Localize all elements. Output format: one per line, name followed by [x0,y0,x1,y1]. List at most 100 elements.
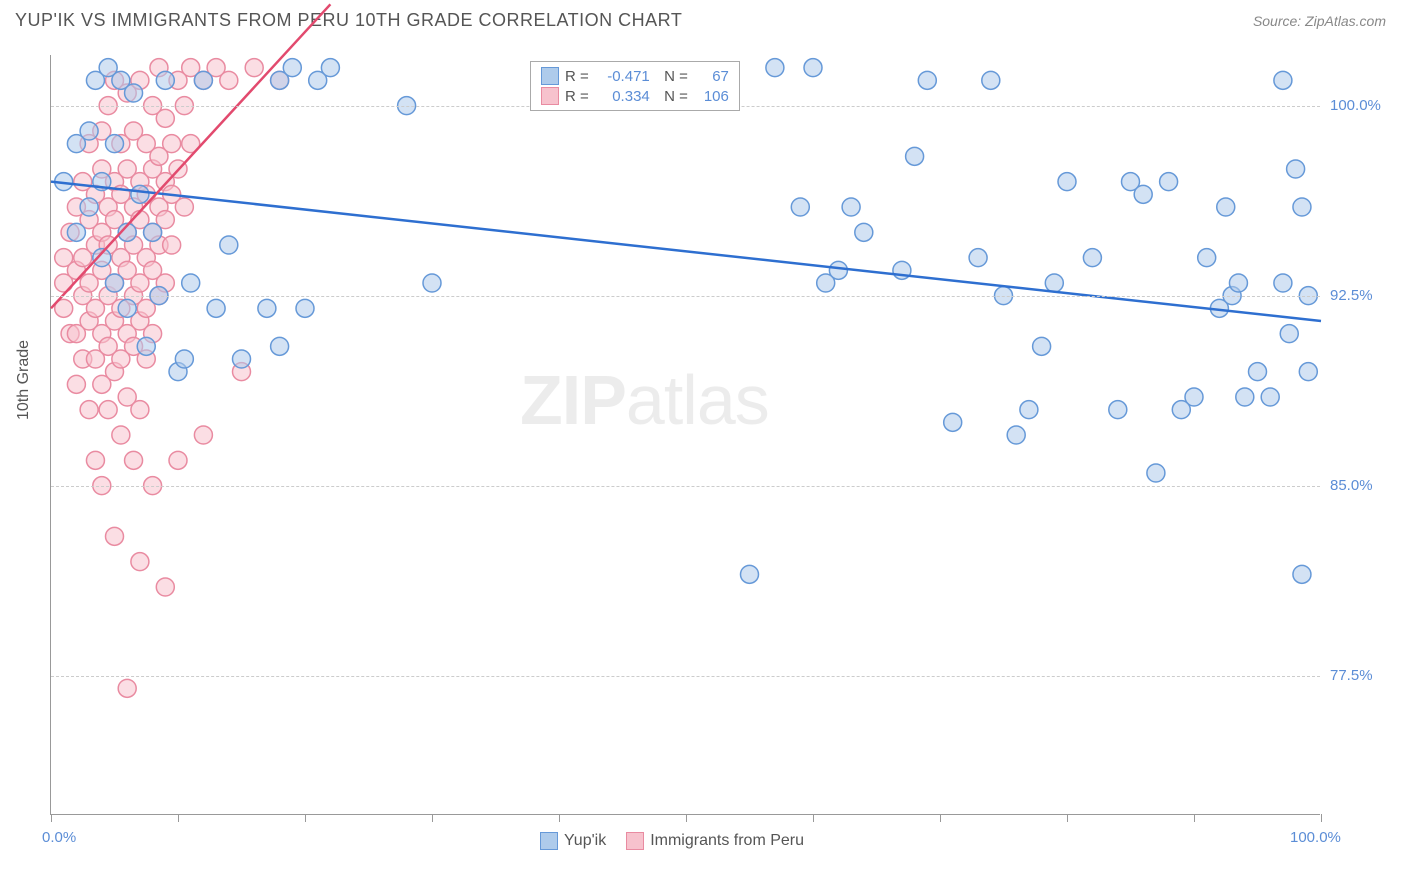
legend-series-label: Immigrants from Peru [650,832,804,850]
x-tick [1321,814,1322,822]
legend-n-label: N = [656,88,688,105]
x-tick-label: 100.0% [1290,829,1341,846]
y-axis-label: 10th Grade [15,340,33,420]
scatter-point [1185,388,1203,406]
y-tick-label: 100.0% [1330,97,1381,114]
scatter-point [982,71,1000,89]
legend-r-label: R = [565,68,589,85]
scatter-point [1280,325,1298,343]
x-tick-label: 0.0% [42,829,76,846]
legend-r-value: 0.334 [595,88,650,105]
scatter-point [1274,71,1292,89]
scatter-point [1261,388,1279,406]
scatter-point [741,565,759,583]
scatter-point [842,198,860,216]
scatter-point [163,236,181,254]
scatter-point [86,451,104,469]
chart-header: YUP'IK VS IMMIGRANTS FROM PERU 10TH GRAD… [0,0,1406,36]
scatter-point [137,337,155,355]
legend-swatch [541,67,559,85]
scatter-point [175,198,193,216]
x-tick [559,814,560,822]
scatter-point [1134,185,1152,203]
scatter-point [194,426,212,444]
scatter-point [283,59,301,77]
scatter-point [106,527,124,545]
legend-correlation-row: R = -0.471 N = 67 [541,66,729,86]
scatter-plot-svg [51,55,1320,814]
scatter-point [1299,363,1317,381]
y-tick-label: 77.5% [1330,667,1373,684]
scatter-point [169,451,187,469]
scatter-point [1236,388,1254,406]
scatter-point [1147,464,1165,482]
x-tick [813,814,814,822]
legend-r-label: R = [565,88,589,105]
x-tick [305,814,306,822]
scatter-point [906,147,924,165]
scatter-point [1293,198,1311,216]
legend-swatch [626,832,644,850]
scatter-point [175,350,193,368]
scatter-point [804,59,822,77]
scatter-point [423,274,441,292]
scatter-point [182,274,200,292]
scatter-point [1033,337,1051,355]
chart-plot-area [50,55,1320,815]
scatter-point [131,553,149,571]
scatter-point [80,122,98,140]
chart-source: Source: ZipAtlas.com [1253,13,1386,29]
legend-swatch [540,832,558,850]
scatter-point [106,135,124,153]
scatter-point [1217,198,1235,216]
scatter-point [144,223,162,241]
scatter-point [106,274,124,292]
scatter-point [118,679,136,697]
scatter-point [766,59,784,77]
scatter-point [118,299,136,317]
scatter-point [1058,173,1076,191]
scatter-point [1287,160,1305,178]
gridline-h [51,296,1320,297]
scatter-point [194,71,212,89]
scatter-point [258,299,276,317]
scatter-point [156,109,174,127]
scatter-point [1249,363,1267,381]
legend-swatch [541,87,559,105]
scatter-point [156,71,174,89]
scatter-point [125,451,143,469]
scatter-point [1293,565,1311,583]
x-tick [1067,814,1068,822]
scatter-point [207,299,225,317]
x-tick [940,814,941,822]
legend-n-value: 106 [694,88,729,105]
scatter-point [271,337,289,355]
legend-n-value: 67 [694,68,729,85]
scatter-point [245,59,263,77]
scatter-point [125,84,143,102]
scatter-point [1109,401,1127,419]
gridline-h [51,486,1320,487]
scatter-point [1198,249,1216,267]
scatter-point [918,71,936,89]
legend-series-item: Yup'ik [540,832,606,850]
scatter-point [829,261,847,279]
scatter-point [296,299,314,317]
legend-correlation-box: R = -0.471 N = 67R = 0.334 N = 106 [530,61,740,111]
scatter-point [969,249,987,267]
legend-n-label: N = [656,68,688,85]
chart-title: YUP'IK VS IMMIGRANTS FROM PERU 10TH GRAD… [15,10,682,31]
scatter-point [1229,274,1247,292]
scatter-point [1274,274,1292,292]
legend-series-label: Yup'ik [564,832,606,850]
trend-line [51,182,1321,321]
scatter-point [1007,426,1025,444]
scatter-point [112,426,130,444]
scatter-point [131,401,149,419]
x-tick [178,814,179,822]
scatter-point [67,223,85,241]
legend-series-item: Immigrants from Peru [626,832,804,850]
scatter-point [80,198,98,216]
scatter-point [99,401,117,419]
scatter-point [1083,249,1101,267]
